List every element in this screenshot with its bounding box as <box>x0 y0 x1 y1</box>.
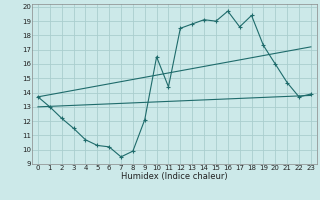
X-axis label: Humidex (Indice chaleur): Humidex (Indice chaleur) <box>121 172 228 181</box>
